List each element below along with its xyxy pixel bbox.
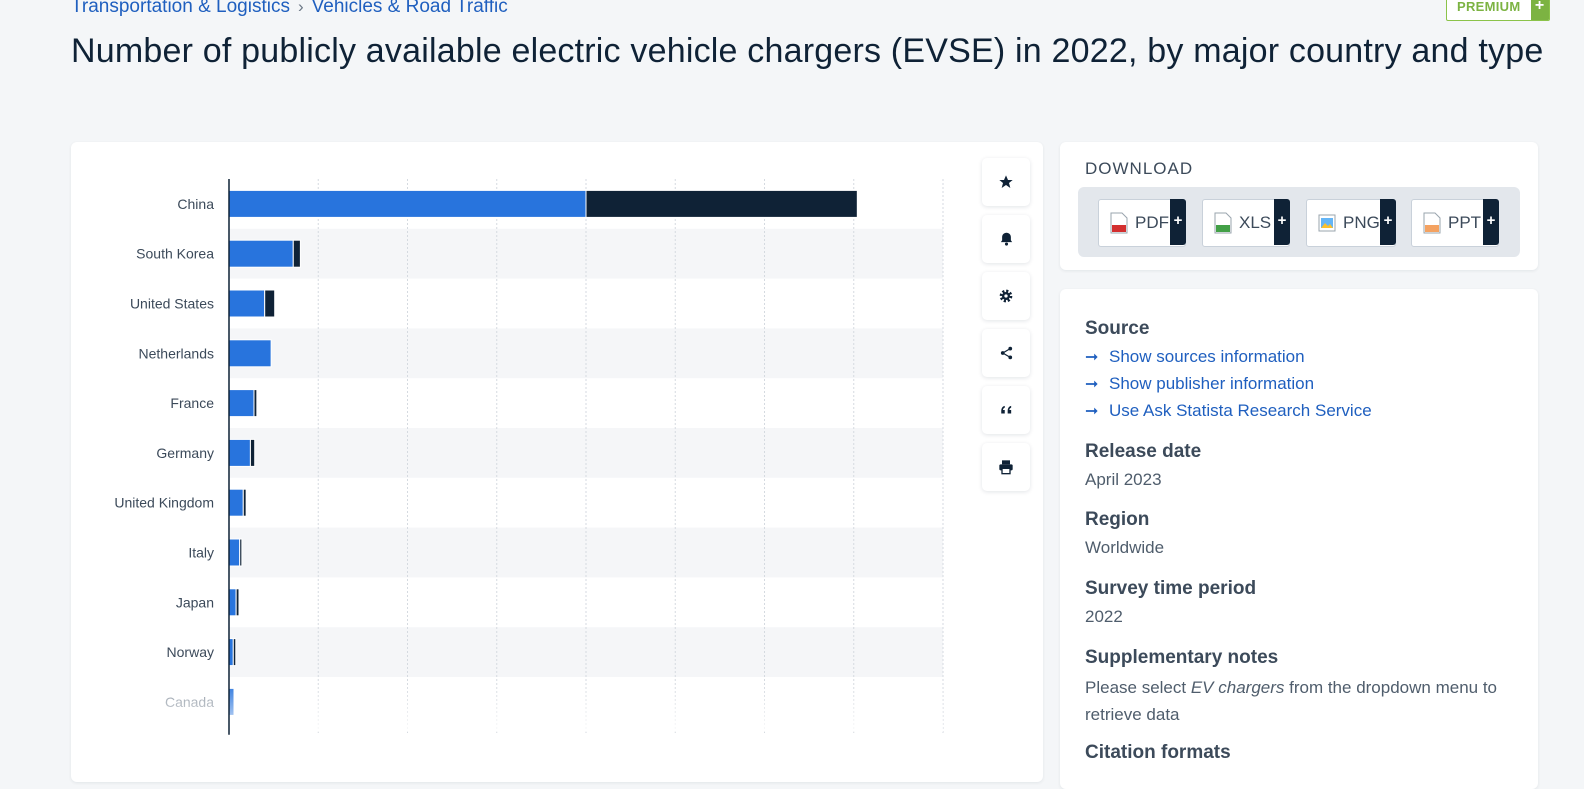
download-xls-button[interactable]: XLS + [1202, 199, 1290, 247]
category-label: Germany [156, 445, 214, 461]
settings-button[interactable] [982, 272, 1030, 320]
png-file-icon [1318, 214, 1336, 232]
quote-icon [1000, 405, 1011, 414]
bar-segment [228, 538, 241, 567]
chart-toolbar [982, 158, 1030, 500]
bar-segment [235, 588, 240, 617]
download-png-plus: + [1380, 199, 1396, 245]
notes-text-emphasis: EV chargers [1190, 678, 1285, 697]
bar-segment [249, 438, 256, 467]
citation-formats-title: Citation formats [1085, 742, 1231, 763]
bar-chart: China South Korea United States Netherlands… [71, 179, 944, 735]
breadcrumb-vehicles-road-traffic[interactable]: Vehicles & Road Traffic [311, 0, 508, 17]
bar-segment [228, 488, 244, 517]
download-ppt-plus: + [1483, 199, 1499, 245]
ask-statista-label: Use Ask Statista Research Service [1109, 401, 1372, 420]
notes-text-end: from the dropdown menu to retrieve data [1085, 678, 1498, 724]
survey-period-value: 2022 [1085, 607, 1123, 626]
favorite-button[interactable] [982, 158, 1030, 206]
bar-segment [253, 389, 258, 418]
download-pdf-button[interactable]: PDF + [1098, 199, 1186, 247]
info-panel: Source ➞ Show sources information ➞ Show… [1060, 289, 1538, 789]
bar-segment [228, 239, 294, 268]
download-xls-plus: + [1274, 199, 1290, 245]
download-panel: DOWNLOAD PDF + XLS + PNG + PPT + [1060, 142, 1538, 270]
row-band [229, 228, 943, 279]
ask-statista-link[interactable]: ➞ Use Ask Statista Research Service [1085, 401, 1372, 421]
cite-button[interactable] [982, 386, 1030, 434]
download-png-button[interactable]: PNG + [1306, 199, 1396, 247]
bar-segment [228, 189, 587, 218]
star-icon [999, 175, 1013, 188]
download-heading: DOWNLOAD [1085, 159, 1194, 178]
bar-segment [292, 239, 301, 268]
supplementary-notes-text: Please select EV chargers from the dropd… [1085, 674, 1505, 728]
bar-segment [228, 339, 272, 368]
show-publisher-label: Show publisher information [1109, 374, 1315, 393]
share-icon [1000, 346, 1012, 360]
download-pdf-label: PDF [1135, 213, 1169, 232]
bar-segment [228, 289, 266, 318]
notification-button[interactable] [982, 215, 1030, 263]
breadcrumb: Transportation & Logistics › Vehicles & … [71, 0, 508, 18]
bell-icon [1000, 232, 1012, 246]
download-buttons: PDF + XLS + PNG + PPT + [1078, 187, 1520, 257]
category-label: Japan [176, 594, 214, 610]
pdf-file-icon [1110, 212, 1128, 234]
bar-segment [228, 588, 237, 617]
download-png-label: PNG [1343, 213, 1380, 232]
category-label: France [170, 395, 214, 411]
gear-icon [999, 289, 1013, 303]
show-sources-link[interactable]: ➞ Show sources information [1085, 347, 1305, 367]
xls-file-icon [1214, 212, 1232, 234]
arrow-right-icon: ➞ [1085, 403, 1099, 420]
notes-text-start: Please select [1085, 678, 1191, 697]
download-ppt-button[interactable]: PPT + [1411, 199, 1499, 247]
region-title: Region [1085, 509, 1150, 530]
bar-segment [585, 189, 858, 218]
release-date-value: April 2023 [1085, 470, 1162, 489]
region-value: Worldwide [1085, 538, 1165, 557]
arrow-right-icon: ➞ [1085, 376, 1099, 393]
category-label: China [177, 196, 214, 212]
download-pdf-plus: + [1170, 199, 1186, 245]
show-publisher-link[interactable]: ➞ Show publisher information [1085, 374, 1314, 394]
category-label: Netherlands [139, 345, 215, 361]
ppt-file-icon [1423, 212, 1441, 234]
bar-segment [228, 389, 255, 418]
premium-label: PREMIUM [1457, 0, 1521, 14]
print-button[interactable] [982, 443, 1030, 491]
scroll-fade [71, 682, 943, 732]
show-sources-label: Show sources information [1109, 347, 1305, 366]
breadcrumb-separator: › [297, 0, 304, 16]
print-icon [999, 460, 1013, 475]
bar-segment [239, 538, 243, 567]
arrow-right-icon: ➞ [1085, 349, 1099, 366]
category-label: United Kingdom [114, 495, 214, 511]
survey-period-title: Survey time period [1085, 578, 1257, 599]
breadcrumb-transportation-logistics[interactable]: Transportation & Logistics [71, 0, 290, 17]
supplementary-notes-title: Supplementary notes [1085, 647, 1279, 668]
bar-segment [228, 438, 251, 467]
download-xls-label: XLS [1239, 213, 1272, 232]
category-label: Norway [167, 644, 214, 660]
bar-segment [232, 638, 237, 667]
premium-badge[interactable]: PREMIUM + [1446, 0, 1550, 21]
page-title: Number of publicly available electric ve… [71, 32, 1544, 70]
bar-segment [264, 289, 276, 318]
category-label: Italy [188, 545, 214, 561]
category-label: South Korea [136, 246, 214, 262]
source-title: Source [1085, 318, 1150, 339]
bar-segment [242, 488, 247, 517]
download-ppt-label: PPT [1448, 213, 1482, 232]
chart-card: China South Korea United States Netherlands… [71, 142, 1043, 782]
premium-plus: + [1530, 0, 1549, 20]
release-date-title: Release date [1085, 441, 1202, 462]
category-label: United States [130, 296, 214, 312]
share-button[interactable] [982, 329, 1030, 377]
